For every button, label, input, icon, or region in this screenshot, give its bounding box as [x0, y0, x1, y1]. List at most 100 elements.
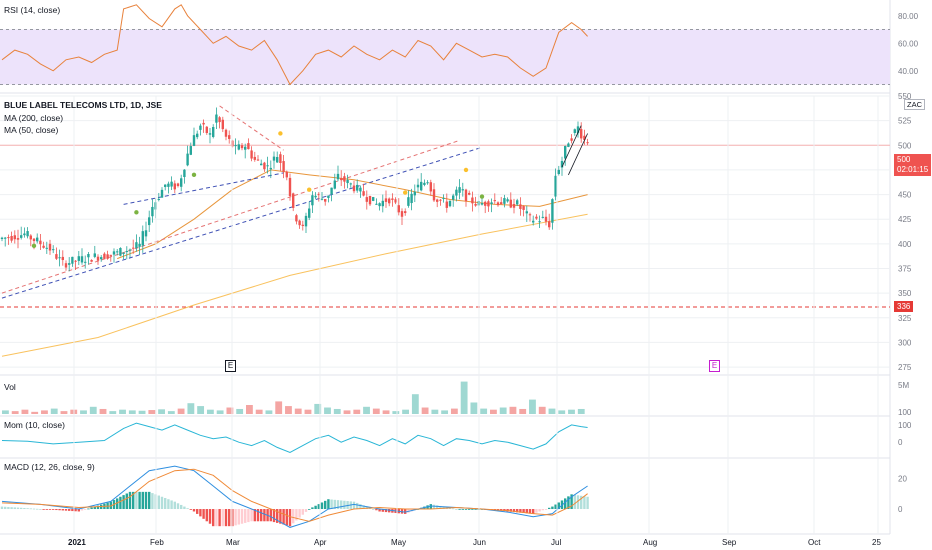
candle-body: [103, 253, 106, 259]
volume-bar: [450, 408, 458, 414]
macd-histogram-bar: [525, 509, 528, 514]
macd-histogram-bar: [432, 504, 436, 510]
candle-body: [573, 129, 576, 133]
candle-body: [375, 203, 378, 205]
candle-body: [256, 159, 260, 161]
volume-bar: [490, 409, 497, 414]
macd-histogram-bar: [583, 496, 586, 510]
macd-histogram-bar: [557, 502, 560, 510]
candle-body: [426, 182, 429, 184]
candle-body: [144, 230, 148, 237]
volume-bar: [402, 409, 409, 414]
volume-bar: [519, 408, 527, 414]
candle-body: [39, 240, 42, 245]
candle-body: [208, 133, 212, 135]
macd-histogram-bar: [548, 507, 551, 510]
candle-body: [349, 183, 352, 185]
macd-histogram-bar: [32, 508, 36, 510]
macd-histogram-bar: [448, 507, 452, 510]
rsi-band: [0, 29, 890, 85]
candle-body: [93, 253, 96, 257]
symbol-title[interactable]: BLUE LABEL TELECOMS LTD, 1D, JSE: [4, 100, 162, 110]
macd-histogram-bar: [196, 509, 199, 514]
macd-histogram-bar: [544, 509, 548, 510]
x-tick-label: 25: [872, 538, 881, 547]
last-price-tag: 500 02:01:15: [894, 154, 932, 176]
candle-body: [148, 217, 151, 226]
macd-histogram-bar: [263, 509, 266, 522]
macd-histogram-bar: [384, 509, 388, 513]
trend-line-blue-2: [123, 172, 284, 205]
candle-body: [80, 256, 84, 263]
volume-bar: [50, 408, 58, 414]
candle-body: [317, 193, 320, 196]
macd-histogram-bar: [42, 509, 45, 510]
macd-histogram-bar: [308, 509, 311, 510]
candle-body: [490, 202, 493, 205]
macd-histogram-bar: [237, 509, 240, 525]
candle-body: [461, 189, 464, 191]
candle-body: [583, 135, 586, 140]
ma50-label[interactable]: MA (50, close): [4, 125, 59, 135]
candle-body: [445, 201, 448, 208]
candle-body: [564, 145, 567, 159]
macd-histogram-bar: [359, 504, 362, 510]
candle-body: [528, 214, 532, 216]
candle-body: [160, 189, 164, 198]
candle-body: [64, 263, 68, 268]
candle-body: [116, 251, 119, 253]
candle-body: [0, 237, 4, 239]
volume-bar: [119, 409, 126, 414]
candle-body: [436, 199, 439, 202]
candle-body: [263, 162, 266, 170]
signal-dot: [403, 190, 408, 195]
volume-bar: [382, 410, 390, 414]
macd-histogram-bar: [205, 509, 208, 522]
price-tick-0: 550: [898, 92, 912, 101]
candle-body: [26, 231, 29, 237]
candle-body: [167, 183, 170, 187]
trend-line-red-2: [219, 105, 284, 151]
signal-dot: [191, 172, 197, 178]
ma200-label[interactable]: MA (200, close): [4, 113, 64, 123]
macd-histogram-bar: [301, 509, 304, 515]
candle-body: [484, 201, 487, 206]
volume-bar: [558, 410, 566, 414]
macd-histogram-bar: [324, 500, 327, 510]
price-tick-11: 275: [898, 363, 912, 372]
macd-histogram-bar: [586, 496, 589, 510]
candle-body: [474, 203, 477, 206]
volume-bar: [60, 411, 68, 414]
macd-histogram-bar: [7, 506, 10, 510]
volume-bar: [509, 406, 517, 414]
macd-histogram-bar: [327, 499, 330, 510]
macd-histogram-bar: [276, 509, 279, 523]
candle-body: [192, 135, 196, 146]
candle-body: [503, 198, 506, 204]
macd-histogram-bar: [87, 508, 90, 510]
macd-histogram-bar: [48, 509, 52, 510]
macd-histogram-bar: [164, 497, 167, 510]
macd-histogram-bar: [20, 507, 23, 510]
candle-body: [237, 144, 240, 150]
currency-badge[interactable]: ZAC: [904, 99, 925, 110]
earnings-marker-future[interactable]: E: [709, 360, 720, 372]
macd-histogram-bar: [23, 508, 26, 510]
candle-body: [87, 254, 90, 258]
candle-body: [247, 143, 250, 150]
macd-histogram-bar: [128, 491, 132, 510]
candle-body: [96, 256, 100, 261]
candle-body: [400, 211, 404, 217]
volume-bar: [2, 410, 9, 414]
macd-histogram-bar: [202, 509, 205, 519]
earnings-marker-past[interactable]: E: [225, 360, 236, 372]
macd-histogram-bar: [144, 491, 148, 510]
candle-body: [295, 215, 298, 222]
macd-histogram-bar: [39, 509, 42, 510]
price-tick-9: 325: [898, 314, 912, 323]
candle-body: [215, 114, 218, 123]
candle-body: [404, 211, 407, 214]
candle-body: [311, 195, 314, 206]
macd-histogram-bar: [317, 504, 320, 510]
x-tick-label: Mar: [226, 538, 240, 547]
